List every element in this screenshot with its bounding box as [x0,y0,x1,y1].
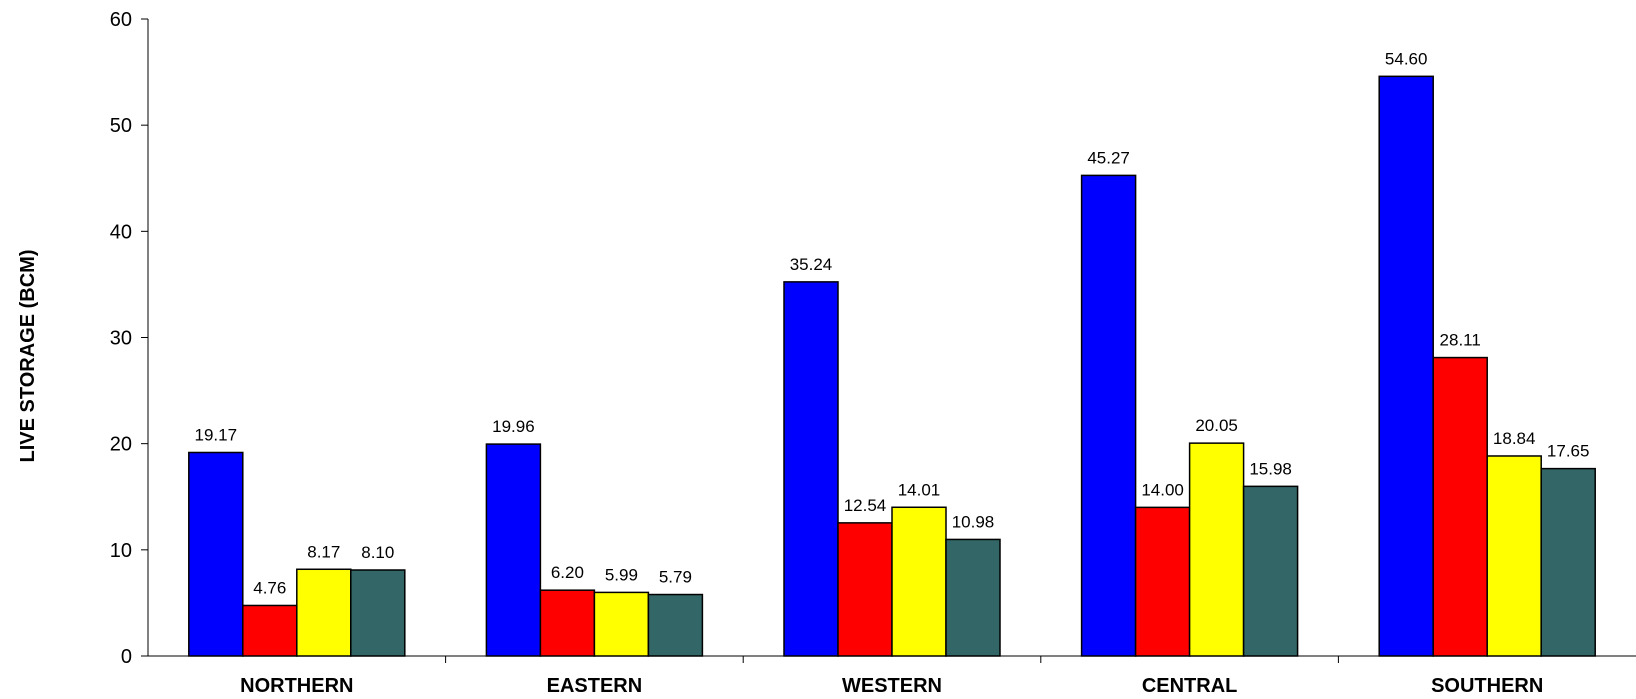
bar-western-3 [891,506,947,657]
data-label: 54.60 [1385,49,1428,68]
data-label: 45.27 [1087,148,1130,167]
bar-central-1 [1080,174,1137,657]
y-tick-label: 60 [110,9,132,31]
data-label: 10.98 [952,512,995,531]
y-tick-label: 50 [110,115,132,137]
bar-northern-3 [296,568,352,657]
bar-central-2 [1134,506,1191,657]
bar-northern-2 [242,604,298,657]
data-label: 18.84 [1493,429,1536,448]
bar-central-4 [1242,485,1299,657]
y-axis-title: LIVE STORAGE (BCM) [17,250,39,463]
bar-southern-2 [1432,356,1488,657]
bar-southern-4 [1540,467,1596,657]
x-category-label: CENTRAL [1142,675,1238,697]
bar-eastern-2 [539,589,596,657]
bars [188,75,1596,657]
data-label: 4.76 [253,578,286,597]
y-tick-label: 30 [110,328,132,350]
bar-western-1 [783,281,839,657]
bar-eastern-4 [647,593,704,657]
data-label: 19.96 [492,417,535,436]
data-label: 5.79 [659,568,692,587]
bar-southern-1 [1378,75,1434,657]
data-label: 17.65 [1547,442,1590,461]
bar-central-3 [1188,442,1245,657]
x-category-label: NORTHERN [240,675,353,697]
data-label: 12.54 [844,496,887,515]
data-labels: 19.17 4.76 8.17 8.10 19.96 6.20 5.99 5.79 35.24 1… [195,49,1590,597]
y-tick-label: 0 [121,646,132,668]
bar-northern-4 [350,569,406,657]
data-label: 28.11 [1440,331,1481,350]
data-label: 15.98 [1249,459,1292,478]
y-tick-label: 10 [110,540,132,562]
data-label: 5.99 [605,565,638,584]
data-label: 20.05 [1195,416,1238,435]
data-label: 6.20 [551,563,584,582]
bar-southern-3 [1486,455,1542,657]
bar-western-2 [837,522,893,657]
data-label: 35.24 [790,255,833,274]
y-tick-label: 20 [110,434,132,456]
x-category-label: SOUTHERN [1431,675,1543,697]
x-category-label: EASTERN [547,675,643,697]
axes: 0 10 20 30 40 50 60 NORTHERN EASTERN WESTERN CENTR… [110,9,1636,697]
y-tick-label: 40 [110,221,132,243]
bar-western-4 [945,538,1001,657]
bar-northern-1 [188,451,244,657]
bar-eastern-1 [485,443,542,657]
data-label: 19.17 [195,425,238,444]
bar-eastern-3 [593,591,650,657]
x-category-label: WESTERN [842,675,942,697]
data-label: 8.17 [307,542,340,561]
data-label: 14.00 [1141,480,1184,499]
data-label: 14.01 [898,480,941,499]
data-label: 8.10 [361,543,394,562]
